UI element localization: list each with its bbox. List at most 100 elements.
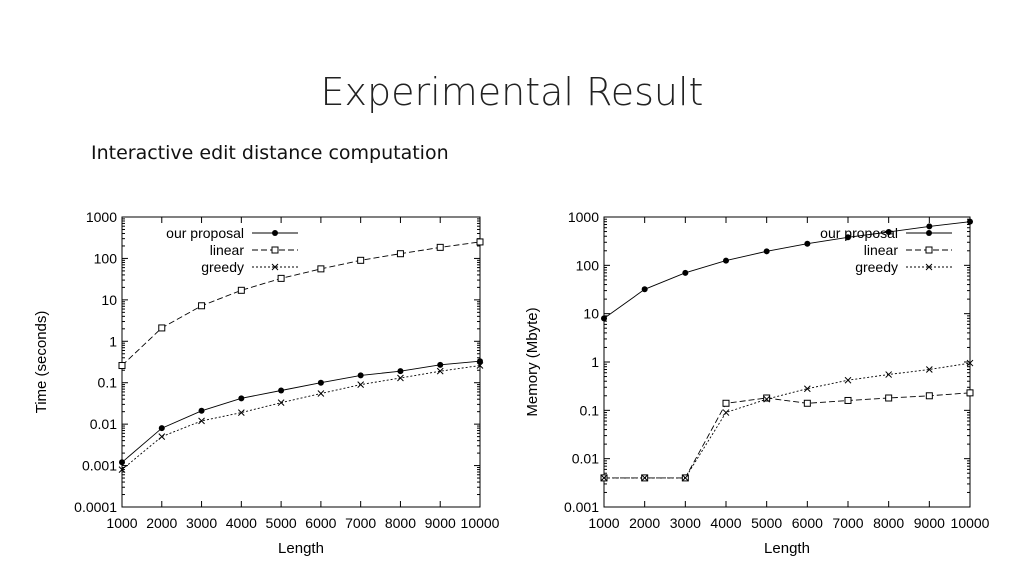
y-tick-label: 1 [109, 333, 117, 349]
legend-marker-our-proposal [272, 230, 278, 236]
data-point-linear [237, 286, 245, 294]
y-tick-label: 0.001 [564, 499, 599, 515]
x-tick-label: 3000 [186, 515, 217, 531]
data-point-greedy [277, 399, 285, 407]
data-point-linear [844, 396, 852, 404]
data-point-greedy [925, 366, 933, 373]
x-tick-label: 5000 [266, 515, 297, 531]
x-tick-label: 6000 [305, 515, 336, 531]
series-line-linear [604, 392, 971, 479]
data-point-our-proposal [198, 407, 205, 414]
data-point-linear [396, 250, 404, 258]
data-point-linear [198, 302, 206, 310]
data-point-linear [277, 274, 285, 282]
data-point-linear [118, 362, 126, 370]
x-axis-label: Length [278, 540, 324, 557]
y-tick-label: 0.001 [82, 458, 117, 474]
x-tick-label: 1000 [106, 515, 137, 531]
data-point-greedy [476, 362, 484, 369]
data-point-our-proposal [682, 269, 689, 276]
y-tick-label: 1000 [86, 209, 117, 225]
x-tick-label: 6000 [792, 515, 823, 531]
legend-marker-linear [925, 246, 933, 254]
data-point-our-proposal [437, 361, 444, 368]
y-tick-label: 1000 [568, 209, 599, 225]
slide-subtitle: Interactive edit distance computation [91, 142, 449, 164]
y-tick-label: 0.1 [98, 375, 118, 391]
y-tick-label: 0.01 [90, 416, 117, 432]
data-point-linear [803, 399, 811, 407]
x-tick-label: 10000 [951, 515, 990, 531]
data-point-our-proposal [317, 379, 324, 386]
data-point-linear [925, 392, 933, 400]
x-tick-label: 8000 [385, 515, 416, 531]
x-tick-label: 9000 [914, 515, 945, 531]
legend-label-linear: linear [864, 242, 899, 258]
y-tick-label: 0.1 [580, 402, 600, 418]
y-tick-label: 1 [591, 354, 599, 370]
legend-marker-greedy [271, 263, 279, 271]
x-tick-label: 2000 [146, 515, 177, 531]
data-point-our-proposal [119, 459, 125, 466]
legend-label-linear: linear [210, 242, 245, 258]
data-point-greedy [198, 417, 205, 425]
y-tick-label: 100 [576, 257, 600, 273]
data-point-linear [436, 243, 444, 251]
series-line-our-proposal [121, 360, 481, 463]
slide-title: Experimental Result [320, 70, 704, 114]
data-point-our-proposal [885, 228, 892, 235]
y-axis-label: Time (seconds) [33, 311, 50, 414]
y-tick-label: 10 [101, 292, 117, 308]
legend-label-greedy: greedy [201, 259, 244, 275]
data-point-our-proposal [967, 218, 973, 225]
data-point-greedy [722, 409, 730, 416]
data-point-our-proposal [601, 315, 607, 322]
data-point-greedy [317, 390, 325, 397]
series-line-greedy [604, 362, 971, 479]
series-line-our-proposal [603, 221, 971, 319]
plot-frame [603, 216, 971, 508]
data-point-linear [966, 389, 974, 397]
data-point-our-proposal [397, 368, 404, 375]
x-tick-label: 8000 [873, 515, 904, 531]
legend-label-greedy: greedy [855, 259, 898, 275]
x-tick-label: 10000 [461, 515, 500, 531]
data-point-our-proposal [641, 286, 648, 293]
data-point-greedy [885, 371, 893, 378]
legend-label-our-proposal: our proposal [166, 225, 244, 241]
data-point-our-proposal [357, 372, 364, 379]
y-tick-label: 0.01 [572, 451, 599, 467]
data-point-our-proposal [238, 395, 245, 402]
data-point-linear [357, 256, 365, 264]
x-tick-label: 7000 [345, 515, 376, 531]
y-tick-label: 0.0001 [74, 499, 117, 515]
x-tick-label: 9000 [425, 515, 456, 531]
data-point-greedy [641, 474, 649, 482]
data-point-greedy [844, 376, 852, 384]
data-point-greedy [600, 474, 608, 482]
x-tick-label: 3000 [670, 515, 701, 531]
data-point-greedy [803, 385, 811, 393]
data-point-linear [722, 399, 730, 407]
series-line-linear [121, 241, 481, 366]
data-point-our-proposal [926, 223, 933, 230]
legend-marker-our-proposal [926, 230, 932, 236]
data-point-linear [317, 265, 325, 273]
data-point-greedy [397, 374, 404, 382]
legend-marker-linear [271, 246, 279, 254]
data-point-our-proposal [763, 248, 770, 255]
y-axis-label: Memory (Mbyte) [524, 307, 541, 416]
data-point-linear [885, 394, 893, 402]
data-point-greedy [237, 409, 245, 416]
legend-label-our-proposal: our proposal [820, 225, 898, 241]
y-tick-label: 100 [94, 250, 118, 266]
data-point-greedy [763, 395, 771, 403]
x-axis-label: Length [764, 540, 810, 557]
data-point-greedy [436, 367, 444, 375]
data-point-greedy [966, 359, 974, 367]
data-point-greedy [118, 466, 126, 473]
data-point-our-proposal [723, 257, 729, 264]
x-tick-label: 5000 [751, 515, 782, 531]
